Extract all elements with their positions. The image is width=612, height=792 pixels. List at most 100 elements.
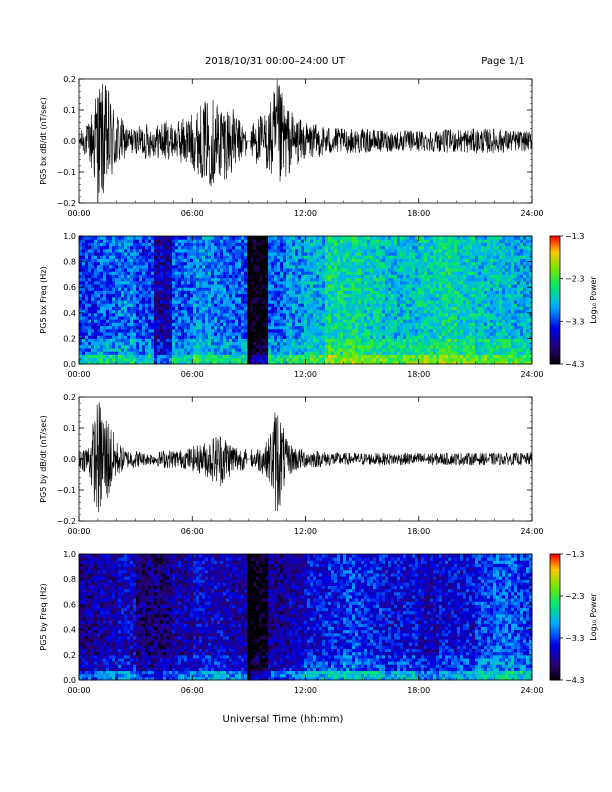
heatmap-cell bbox=[412, 261, 416, 266]
heatmap-cell bbox=[193, 236, 197, 240]
heatmap-cell bbox=[220, 239, 224, 243]
heatmap-cell bbox=[253, 239, 257, 243]
heatmap-cell bbox=[334, 284, 338, 288]
heatmap-cell bbox=[175, 255, 179, 259]
heatmap-cell bbox=[379, 338, 383, 343]
heatmap-cell bbox=[316, 236, 320, 240]
heatmap-cell bbox=[301, 264, 305, 269]
heatmap-cell bbox=[121, 357, 125, 362]
heatmap-cell bbox=[103, 338, 107, 343]
heatmap-cell bbox=[367, 287, 371, 291]
heatmap-cell bbox=[367, 300, 371, 304]
heatmap-cell bbox=[139, 264, 143, 269]
heatmap-cell bbox=[133, 268, 137, 272]
heatmap-cell bbox=[352, 335, 356, 339]
heatmap-cell bbox=[301, 351, 305, 355]
heatmap-cell bbox=[202, 258, 206, 263]
heatmap-cell bbox=[151, 274, 155, 279]
heatmap-cell bbox=[358, 325, 362, 330]
heatmap-cell bbox=[319, 316, 323, 320]
heatmap-cell bbox=[253, 248, 257, 253]
heatmap-cell bbox=[217, 357, 221, 362]
heatmap-cell bbox=[97, 271, 101, 275]
heatmap-cell bbox=[385, 261, 389, 266]
heatmap-cell bbox=[124, 290, 128, 295]
heatmap-cell bbox=[325, 239, 329, 243]
heatmap-cell bbox=[175, 264, 179, 269]
heatmap-cell bbox=[343, 277, 347, 282]
heatmap-cell bbox=[307, 293, 311, 298]
heatmap-cell bbox=[394, 242, 398, 247]
heatmap-cell bbox=[256, 290, 260, 295]
heatmap-cell bbox=[232, 264, 236, 269]
heatmap-cell bbox=[250, 287, 254, 291]
heatmap-cell bbox=[409, 338, 413, 343]
heatmap-cell bbox=[433, 341, 437, 346]
heatmap-cell bbox=[244, 274, 248, 279]
heatmap-cell bbox=[193, 245, 197, 250]
heatmap-cell bbox=[289, 258, 293, 263]
heatmap-cell bbox=[388, 300, 392, 304]
heatmap-cell bbox=[163, 274, 167, 279]
heatmap-cell bbox=[205, 284, 209, 288]
heatmap-cell bbox=[415, 236, 419, 240]
heatmap-cell bbox=[88, 290, 92, 295]
heatmap-cell bbox=[262, 296, 266, 301]
heatmap-cell bbox=[277, 360, 281, 365]
heatmap-cell bbox=[244, 360, 248, 365]
heatmap-cell bbox=[103, 296, 107, 301]
heatmap-cell bbox=[301, 319, 305, 323]
heatmap-cell bbox=[190, 351, 194, 355]
heatmap-cell bbox=[280, 300, 284, 304]
heatmap-cell bbox=[160, 268, 164, 272]
heatmap-cell bbox=[160, 354, 164, 359]
heatmap-cell bbox=[349, 277, 353, 282]
heatmap-cell bbox=[181, 312, 185, 317]
heatmap-cell bbox=[250, 319, 254, 323]
heatmap-cell bbox=[355, 316, 359, 320]
heatmap-cell bbox=[199, 338, 203, 343]
heatmap-cell bbox=[403, 303, 407, 307]
heatmap-cell bbox=[193, 309, 197, 314]
heatmap-cell bbox=[379, 316, 383, 320]
heatmap-cell bbox=[289, 338, 293, 343]
heatmap-cell bbox=[439, 280, 443, 285]
heatmap-cell bbox=[307, 335, 311, 339]
x-tick-label: 06:00 bbox=[181, 209, 204, 218]
heatmap-cell bbox=[169, 357, 173, 362]
heatmap-cell bbox=[421, 312, 425, 317]
heatmap-cell bbox=[91, 319, 95, 323]
heatmap-cell bbox=[142, 303, 146, 307]
heatmap-cell bbox=[364, 312, 368, 317]
heatmap-cell bbox=[337, 258, 341, 263]
heatmap-cell bbox=[442, 296, 446, 301]
heatmap-cell bbox=[163, 268, 167, 272]
heatmap-cell bbox=[241, 296, 245, 301]
heatmap-cell bbox=[292, 296, 296, 301]
heatmap-cell bbox=[337, 264, 341, 269]
heatmap-cell bbox=[142, 239, 146, 243]
heatmap-cell bbox=[325, 325, 329, 330]
heatmap-cell bbox=[91, 325, 95, 330]
heatmap-cell bbox=[295, 284, 299, 288]
heatmap-cell bbox=[346, 303, 350, 307]
heatmap-cell bbox=[226, 248, 230, 253]
heatmap-cell bbox=[106, 245, 110, 250]
heatmap-cell bbox=[250, 239, 254, 243]
heatmap-cell bbox=[223, 280, 227, 285]
heatmap-cell bbox=[301, 309, 305, 314]
heatmap-cell bbox=[88, 296, 92, 301]
heatmap-cell bbox=[385, 316, 389, 320]
heatmap-cell bbox=[136, 239, 140, 243]
heatmap-cell bbox=[307, 274, 311, 279]
heatmap-cell bbox=[223, 354, 227, 359]
heatmap-cell bbox=[433, 271, 437, 275]
heatmap-cell bbox=[238, 300, 242, 304]
heatmap-cell bbox=[193, 325, 197, 330]
heatmap-cell bbox=[106, 252, 110, 256]
heatmap-cell bbox=[250, 300, 254, 304]
heatmap-cell bbox=[409, 316, 413, 320]
heatmap-cell bbox=[118, 351, 122, 355]
heatmap-cell bbox=[385, 277, 389, 282]
heatmap-cell bbox=[154, 268, 158, 272]
